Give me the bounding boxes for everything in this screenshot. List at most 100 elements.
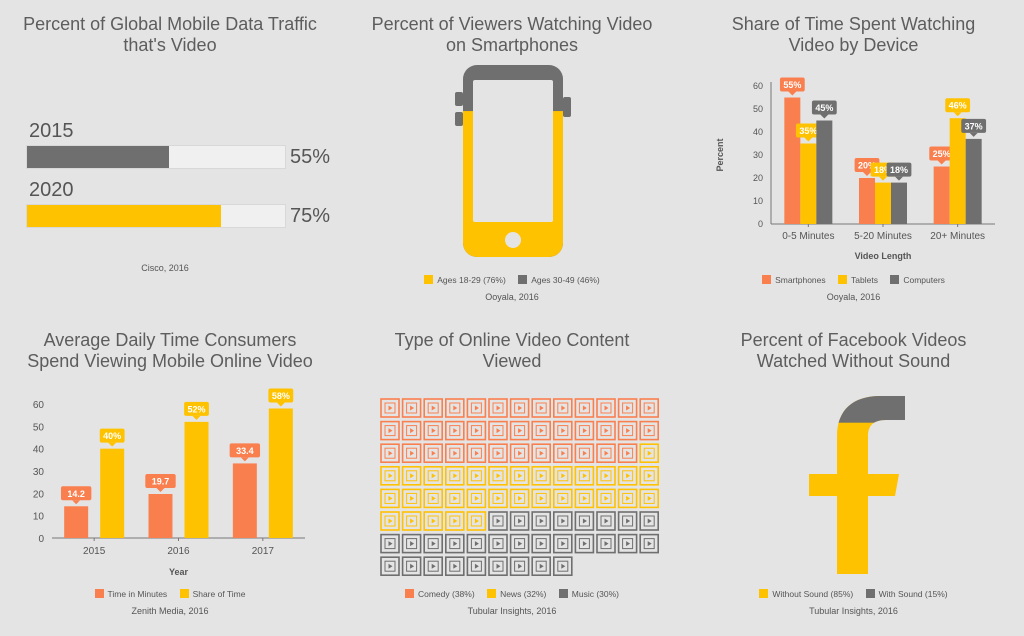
legend-item: Without Sound (85%) bbox=[759, 589, 853, 599]
film-screen bbox=[557, 425, 569, 437]
play-icon bbox=[453, 563, 458, 569]
play-icon bbox=[604, 450, 609, 456]
video-icon-news bbox=[639, 466, 660, 486]
play-icon bbox=[388, 473, 393, 479]
data-label-pointer bbox=[804, 137, 813, 142]
play-icon bbox=[561, 541, 566, 547]
film-frame bbox=[639, 488, 660, 509]
play-icon bbox=[496, 495, 501, 501]
film-frame bbox=[509, 443, 530, 464]
video-icon-news bbox=[401, 511, 422, 531]
video-icon-music bbox=[509, 556, 530, 576]
legend-label: Ages 18-29 bbox=[437, 275, 481, 285]
film-screen bbox=[557, 560, 569, 572]
panel-mobile-data-traffic: Percent of Global Mobile Data Traffic th… bbox=[0, 0, 340, 318]
legend-label: Ages 30-49 bbox=[531, 275, 575, 285]
play-icon bbox=[474, 563, 479, 569]
film-screen bbox=[406, 560, 418, 572]
film-screen bbox=[449, 538, 461, 550]
video-icon-comedy bbox=[380, 398, 400, 418]
play-icon bbox=[582, 405, 587, 411]
play-icon bbox=[647, 428, 652, 434]
data-label: 46% bbox=[949, 101, 967, 111]
legend-label: Music bbox=[571, 589, 594, 599]
data-label-pointer bbox=[953, 112, 962, 117]
play-icon bbox=[453, 541, 458, 547]
video-icon-news bbox=[596, 466, 616, 486]
video-icon-comedy bbox=[466, 420, 487, 441]
bar-time-in-minutes bbox=[232, 463, 257, 538]
video-icon-music bbox=[509, 533, 530, 554]
play-icon bbox=[626, 473, 631, 479]
legend-value: (32%) bbox=[523, 589, 547, 599]
data-label: 55% bbox=[783, 80, 801, 90]
play-icon bbox=[410, 450, 415, 456]
film-frame bbox=[596, 533, 616, 554]
value-label: 75% bbox=[290, 205, 331, 227]
video-icon-music bbox=[380, 556, 400, 576]
data-label-box bbox=[145, 474, 176, 489]
film-frame bbox=[445, 398, 465, 418]
film-screen bbox=[557, 470, 569, 482]
play-icon bbox=[539, 405, 544, 411]
play-icon bbox=[647, 495, 652, 501]
film-frame bbox=[574, 533, 595, 554]
legend-value: (46%) bbox=[577, 275, 600, 285]
film-screen bbox=[622, 425, 634, 437]
video-icon-music bbox=[553, 556, 573, 576]
legend-swatch bbox=[838, 275, 848, 284]
film-frame bbox=[380, 511, 400, 531]
video-icon-music bbox=[466, 556, 487, 576]
bar-time-in-minutes bbox=[148, 494, 173, 538]
legend-value: (76%) bbox=[483, 275, 506, 285]
film-frame bbox=[596, 443, 616, 464]
bar-smartphones bbox=[859, 178, 875, 224]
film-frame bbox=[401, 398, 422, 418]
film-screen bbox=[406, 492, 418, 504]
legend-label: Comedy bbox=[417, 589, 450, 599]
film-frame bbox=[639, 533, 660, 554]
video-icon-music bbox=[488, 533, 508, 554]
video-icon-music bbox=[596, 511, 616, 531]
facebook-gray-fill bbox=[809, 396, 905, 423]
video-icon-comedy bbox=[639, 398, 660, 418]
play-icon bbox=[453, 405, 458, 411]
film-frame bbox=[553, 398, 573, 418]
x-axis-label: Year bbox=[169, 567, 189, 577]
film-screen bbox=[643, 425, 655, 437]
play-icon bbox=[604, 428, 609, 434]
film-screen bbox=[578, 447, 590, 459]
play-icon bbox=[431, 405, 436, 411]
film-screen bbox=[643, 470, 655, 482]
legend-swatch bbox=[487, 589, 497, 598]
legend-swatch bbox=[404, 589, 414, 598]
play-icon bbox=[561, 495, 566, 501]
video-icon-comedy bbox=[531, 443, 551, 464]
film-screen bbox=[514, 515, 526, 527]
film-frame bbox=[574, 488, 595, 509]
legend-label: Computers bbox=[903, 275, 945, 285]
video-icon-news bbox=[401, 488, 422, 509]
video-icon-comedy bbox=[596, 443, 616, 464]
film-screen bbox=[578, 402, 590, 414]
play-icon bbox=[626, 428, 631, 434]
legend-item: Share of Time bbox=[179, 589, 245, 599]
video-icon-music bbox=[488, 556, 508, 576]
film-screen bbox=[535, 515, 547, 527]
film-screen bbox=[535, 402, 547, 414]
data-label-pointer bbox=[820, 114, 829, 119]
panel-facebook-sound: Percent of Facebook Videos Watched Witho… bbox=[683, 318, 1024, 636]
play-icon bbox=[626, 518, 631, 524]
film-screen bbox=[514, 538, 526, 550]
film-frame bbox=[617, 466, 638, 486]
data-label-pointer bbox=[937, 160, 946, 165]
legend-swatch bbox=[762, 275, 772, 284]
panel-title: Share of Time Spent Watching Video by De… bbox=[731, 14, 976, 55]
play-icon bbox=[561, 473, 566, 479]
film-frame bbox=[639, 420, 660, 441]
play-icon bbox=[410, 541, 415, 547]
data-label-pointer bbox=[156, 488, 165, 493]
video-icon-music bbox=[423, 533, 443, 554]
film-screen bbox=[492, 402, 504, 414]
play-icon bbox=[582, 428, 587, 434]
